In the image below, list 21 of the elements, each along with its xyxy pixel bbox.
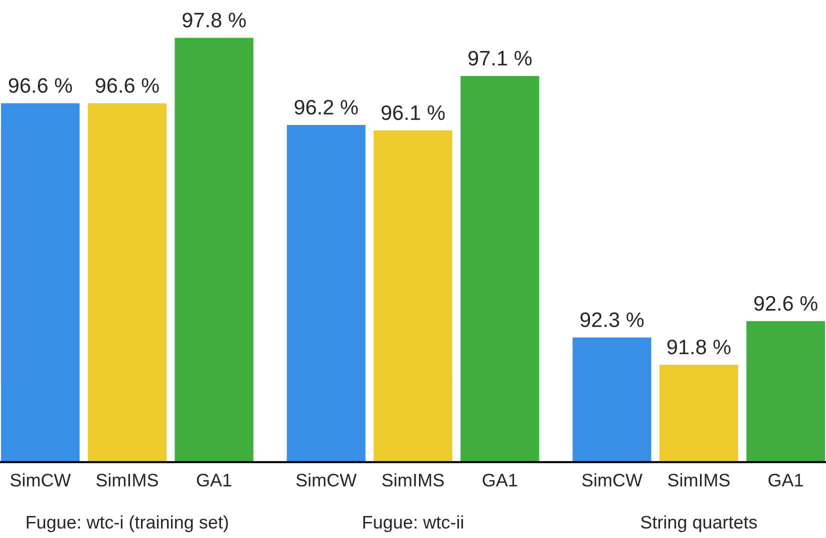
data-label: 96.6 % (96, 78, 159, 93)
data-label: 96.6 % (8, 78, 72, 93)
x-tick-label: Fugue: wtc-ii (363, 515, 463, 532)
data-label: 91.8 % (667, 340, 731, 354)
text: SimCW (582, 473, 642, 487)
text: GA1 (482, 474, 518, 487)
text: SimCW (296, 473, 357, 487)
text: GA1 (768, 474, 803, 487)
data-label: 92.6 % (754, 296, 818, 311)
text: SimIMS (668, 473, 730, 487)
x-tick-label: String quartets (640, 515, 757, 532)
data-label: 96.1 % (382, 105, 445, 120)
series-label: SimCW (10, 473, 71, 487)
x-tick-label: Fugue: wtc-i (training set) (26, 515, 228, 532)
text: SimIMS (382, 473, 444, 487)
data-label: 97.8 % (182, 12, 246, 28)
series-label: SimIMS (96, 473, 158, 487)
series-label: GA1 (196, 474, 232, 487)
data-label: 97.1 % (468, 50, 532, 66)
data-label: 92.3 % (580, 312, 644, 328)
data-label: 96.2 % (294, 100, 358, 115)
